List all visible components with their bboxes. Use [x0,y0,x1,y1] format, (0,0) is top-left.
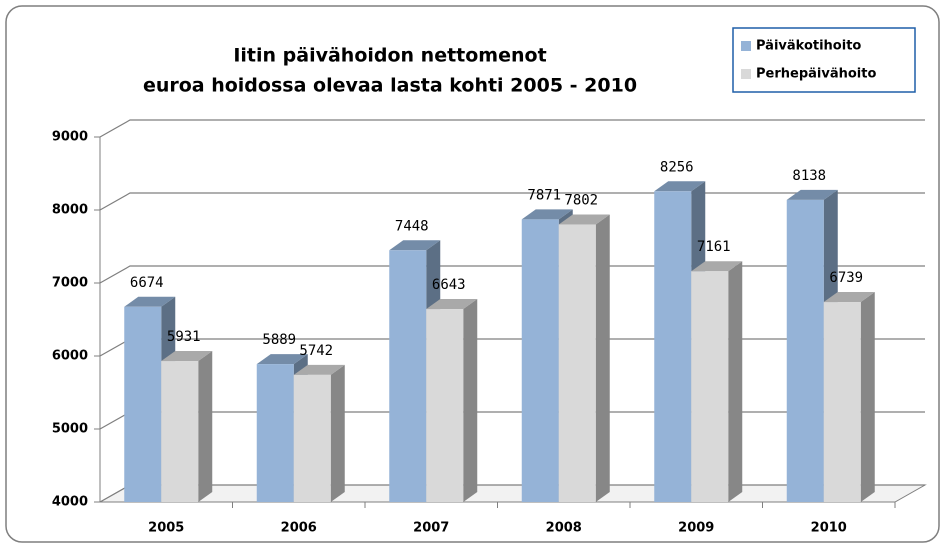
bar [521,219,559,503]
bar-top [293,364,345,375]
x-tick-label: 2007 [413,521,449,536]
bar-top [823,292,875,303]
bar [426,309,464,502]
bar [161,361,199,502]
bar-side [595,214,610,503]
data-label: 7802 [564,192,598,208]
data-label: 7161 [697,239,731,255]
bar [558,224,596,503]
bar [389,250,427,502]
legend-swatch [741,69,751,79]
bar-side [860,292,875,502]
data-label: 8138 [792,168,826,184]
legend-label: Perhepäivähoito [756,67,876,82]
bar-top [558,214,610,225]
grid-line [99,119,925,138]
bar-top [691,261,743,272]
bar [124,306,162,502]
bar-side [463,299,478,502]
y-tick-label: 4000 [52,495,88,510]
x-tick-label: 2005 [148,521,184,536]
data-label: 7448 [395,218,429,234]
bar [786,199,824,502]
y-tick-label: 5000 [52,422,88,437]
legend-box [732,27,916,93]
data-label: 6739 [829,270,863,286]
x-tick-label: 2010 [811,521,847,536]
bar [691,271,729,502]
bar-top [521,209,573,220]
bar-top [389,240,441,251]
bar-top [654,181,706,192]
bar [654,191,692,502]
data-label: 5742 [299,343,333,359]
chart-title: Iitin päivähoidon nettomenot [233,45,546,67]
x-tick-label: 2006 [281,521,317,536]
data-label: 8256 [660,159,694,175]
bar-top [161,351,213,362]
chart-title: euroa hoidossa olevaa lasta kohti 2005 -… [143,75,637,97]
y-tick-label: 9000 [52,130,88,145]
bar-side [330,364,345,502]
legend-label: Päiväkotihoito [756,39,861,54]
data-label: 5889 [262,332,296,348]
y-tick-label: 6000 [52,349,88,364]
x-tick-label: 2008 [546,521,582,536]
x-tick-label: 2009 [678,521,714,536]
bar-side [728,261,743,502]
bar [293,374,331,502]
bar-top [256,354,308,365]
data-label: 6674 [130,275,164,291]
bar-top [426,299,478,310]
data-label: 5931 [167,329,201,345]
bar-top [786,189,838,200]
bar [256,364,294,502]
data-label: 7871 [527,187,561,203]
bar-top [124,296,176,307]
bar-side [198,351,213,502]
y-tick-label: 7000 [52,276,88,291]
bar [823,302,861,502]
y-tick-label: 8000 [52,203,88,218]
legend-swatch [741,41,751,51]
data-label: 6643 [432,277,466,293]
